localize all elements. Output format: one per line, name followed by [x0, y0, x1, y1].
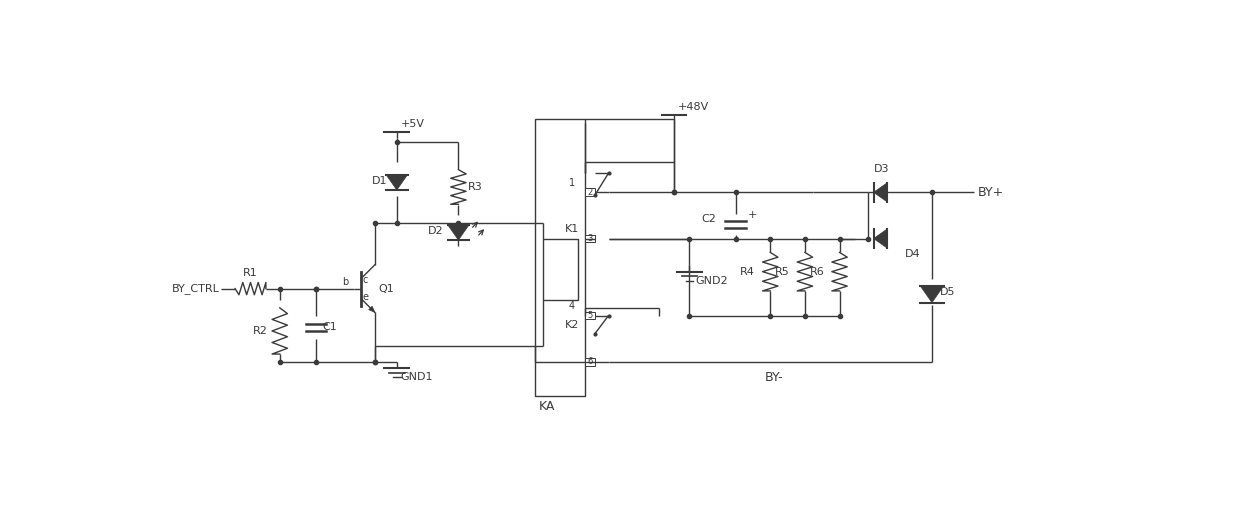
- Text: BY+: BY+: [978, 186, 1004, 199]
- Text: R2: R2: [253, 326, 268, 336]
- Polygon shape: [874, 229, 888, 248]
- Text: 6: 6: [588, 357, 593, 366]
- Text: BY_CTRL: BY_CTRL: [172, 283, 219, 294]
- Text: e: e: [363, 292, 368, 302]
- Text: 1: 1: [568, 178, 574, 188]
- Text: C2: C2: [701, 215, 715, 224]
- Polygon shape: [874, 183, 888, 202]
- Text: D2: D2: [428, 226, 443, 236]
- Text: +: +: [748, 210, 758, 221]
- Text: +5V: +5V: [401, 119, 424, 129]
- Bar: [585, 188, 595, 196]
- Text: c: c: [363, 275, 368, 285]
- Text: R1: R1: [243, 268, 258, 278]
- Text: GND1: GND1: [401, 372, 433, 382]
- Text: D4: D4: [905, 249, 920, 259]
- Text: R6: R6: [810, 267, 825, 276]
- Text: R5: R5: [775, 267, 790, 276]
- Bar: [585, 234, 595, 242]
- Text: R4: R4: [740, 267, 755, 276]
- Text: +48V: +48V: [678, 102, 709, 112]
- Text: D1: D1: [372, 176, 388, 186]
- Polygon shape: [920, 286, 944, 303]
- Text: BY-: BY-: [765, 371, 784, 384]
- Text: R3: R3: [467, 182, 482, 192]
- Text: 2: 2: [588, 188, 593, 197]
- Text: D5: D5: [940, 287, 955, 297]
- Text: K1: K1: [564, 224, 579, 234]
- Text: 4: 4: [568, 301, 574, 311]
- Text: C1: C1: [322, 322, 337, 332]
- Polygon shape: [368, 306, 374, 312]
- Text: 3: 3: [588, 234, 593, 243]
- Polygon shape: [448, 225, 469, 240]
- Bar: [543, 239, 578, 300]
- Bar: [585, 312, 595, 319]
- Bar: [536, 119, 585, 396]
- Text: KA: KA: [539, 400, 556, 413]
- Text: 5: 5: [588, 311, 593, 320]
- Bar: [585, 358, 595, 366]
- Text: b: b: [342, 278, 348, 287]
- Text: GND2: GND2: [696, 276, 728, 286]
- Text: K2: K2: [564, 320, 579, 330]
- Text: D3: D3: [874, 164, 889, 174]
- Polygon shape: [386, 175, 408, 190]
- Text: Q1: Q1: [378, 284, 394, 293]
